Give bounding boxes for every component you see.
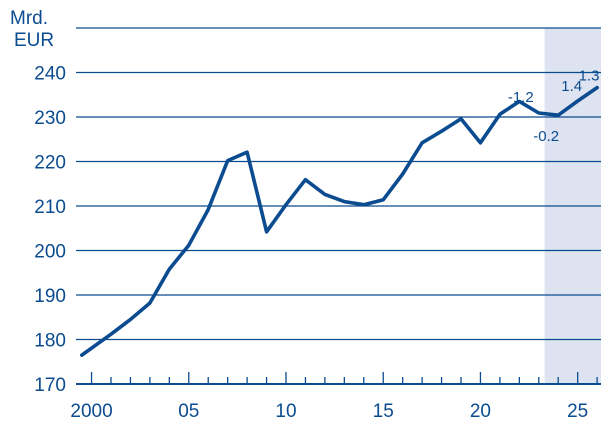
y-tick-label-220: 220 [34,153,66,174]
unit-label-line2: EUR [14,30,54,51]
x-tick-label-25: 25 [567,401,588,422]
y-tick-label-200: 200 [34,242,66,263]
y-tick-label-180: 180 [34,331,66,352]
unit-label-line1: Mrd. [10,8,48,29]
data-label-2025: 1.4 [561,78,582,95]
y-tick-label-190: 190 [34,286,66,307]
y-tick-label-230: 230 [34,108,66,129]
y-tick-label-210: 210 [34,197,66,218]
data-label-2024: -0.2 [533,128,559,145]
x-tick-label-10: 10 [275,401,296,422]
x-axis-tick-labels: 2000 05 10 15 20 25 [70,401,588,422]
x-axis-ticks [90,372,598,384]
x-tick-label-15: 15 [373,401,394,422]
data-label-2026: 1.3 [579,68,600,85]
data-labels: -1.2 -0.2 1.41.3 [508,68,600,146]
gridlines [76,27,601,385]
y-tick-label-240: 240 [34,64,66,85]
x-tick-label-2000: 2000 [70,401,112,422]
y-tick-label-170: 170 [34,375,66,396]
y-axis-tick-labels: 170 180 190 200 210 220 230 240 [34,64,66,397]
x-tick-label-05: 05 [178,401,199,422]
series-layer [80,85,599,357]
series-line [80,85,599,357]
data-label-2023: -1.2 [508,89,534,106]
x-tick-label-20: 20 [470,401,491,422]
